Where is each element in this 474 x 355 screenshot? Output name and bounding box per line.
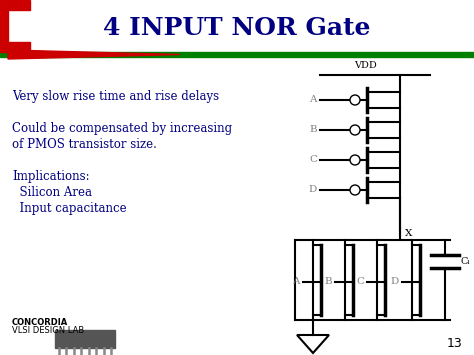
Text: of PMOS transistor size.: of PMOS transistor size. <box>12 138 157 151</box>
Text: Implications:: Implications: <box>12 170 90 183</box>
Text: D: D <box>391 278 399 286</box>
Circle shape <box>350 155 360 165</box>
Text: B: B <box>310 126 317 135</box>
Text: A: A <box>292 278 300 286</box>
Text: Silicon Area: Silicon Area <box>12 186 92 199</box>
Text: Input capacitance: Input capacitance <box>12 202 127 215</box>
Text: X: X <box>405 229 412 238</box>
Text: Cₗ: Cₗ <box>461 257 471 266</box>
Bar <box>55 330 115 348</box>
Text: B: B <box>324 278 332 286</box>
Text: C: C <box>356 278 364 286</box>
Text: A: A <box>310 95 317 104</box>
Text: VLSI DESIGN LAB: VLSI DESIGN LAB <box>12 326 84 335</box>
Circle shape <box>350 185 360 195</box>
Text: Could be compensated by increasing: Could be compensated by increasing <box>12 122 232 135</box>
Polygon shape <box>8 50 180 59</box>
Text: D: D <box>309 186 317 195</box>
Bar <box>0 52 474 57</box>
Text: 4 INPUT NOR Gate: 4 INPUT NOR Gate <box>103 16 371 40</box>
Text: Very slow rise time and rise delays: Very slow rise time and rise delays <box>12 90 219 103</box>
Circle shape <box>350 95 360 105</box>
Text: VDD: VDD <box>354 61 376 70</box>
Text: C: C <box>309 155 317 164</box>
Polygon shape <box>0 0 30 52</box>
Text: 13: 13 <box>446 337 462 350</box>
Text: CONCORDIA: CONCORDIA <box>12 318 68 327</box>
Circle shape <box>350 125 360 135</box>
